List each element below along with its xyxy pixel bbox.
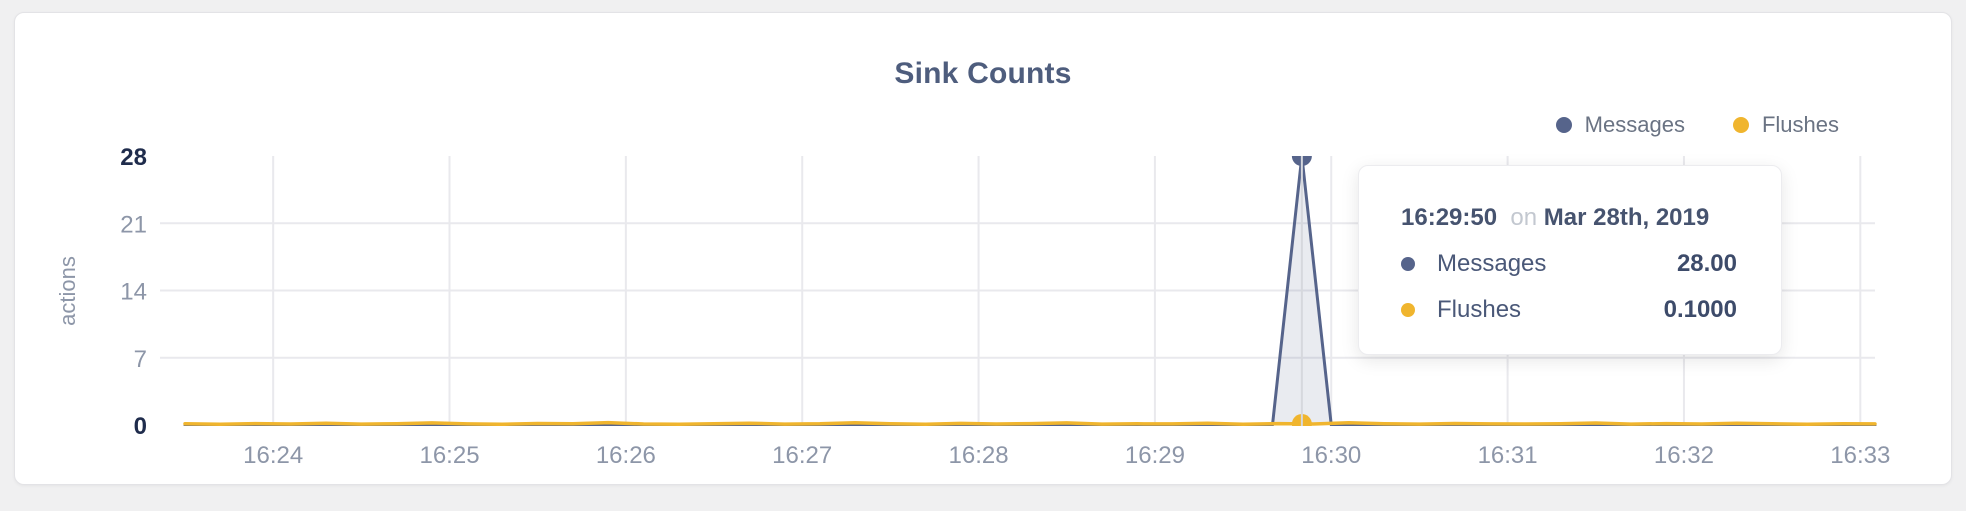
tooltip-header: 16:29:50 on Mar 28th, 2019 [1401,204,1710,231]
x-axis-tick-labels: 16:24 16:25 16:26 16:27 16:28 16:29 16:30 16:31… [243,442,1890,469]
flushes-line [183,420,1877,426]
x-tick-label: 16:31 [1478,442,1538,469]
x-tick-label: 16:29 [1125,442,1185,469]
legend-item-messages[interactable]: Messages [1555,112,1685,138]
y-tick-label: 21 [120,211,147,238]
sink-counts-chart-plot[interactable]: 16:24 16:25 16:26 16:27 16:28 16:29 16:30 16:31… [15,13,1966,511]
tooltip-series-label: Messages [1437,250,1547,277]
tooltip-row-flushes: Flushes 0.1000 [1401,294,1737,326]
legend-item-label: Flushes [1761,112,1839,137]
x-tick-label: 16:28 [949,442,1009,469]
x-tick-label: 16:24 [243,442,303,469]
y-tick-label: 14 [120,279,147,306]
legend-item-flushes[interactable]: Flushes [1732,112,1839,138]
y-axis-title: actions [55,256,80,326]
tooltip-series-value: 0.1000 [1663,296,1737,323]
x-tick-label: 16:30 [1301,442,1361,469]
flushes-dot-icon [1401,303,1415,317]
legend-item-label: Messages [1584,112,1685,137]
flushes-legend-dot-icon [1732,117,1749,133]
tooltip-row-messages: Messages 28.00 [1401,248,1737,280]
y-tick-label: 0 [134,413,147,440]
x-tick-label: 16:27 [772,442,832,469]
messages-legend-dot-icon [1555,117,1572,133]
y-tick-label: 28 [120,144,147,171]
x-tick-label: 16:26 [596,442,656,469]
chart-title: Sink Counts [894,57,1072,90]
tooltip-series-label: Flushes [1437,296,1522,323]
x-tick-label: 16:25 [419,442,479,469]
messages-dot-icon [1401,257,1415,271]
chart-card: Sink Counts Messages Flushes 16:24 16:25 1… [14,12,1952,485]
legend: Messages Flushes [1555,112,1839,138]
y-axis-tick-labels: 28 21 14 7 0 [120,144,147,440]
hover-tooltip: 16:29:50 on Mar 28th, 2019 Messages 28.0… [1358,165,1782,355]
x-tick-label: 16:32 [1654,442,1714,469]
tooltip-time: 16:29:50 [1401,204,1498,231]
tooltip-series-value: 28.00 [1676,250,1737,277]
tooltip-date: Mar 28th, 2019 [1543,204,1710,231]
x-tick-label: 16:33 [1830,442,1890,469]
y-tick-label: 7 [134,346,147,373]
